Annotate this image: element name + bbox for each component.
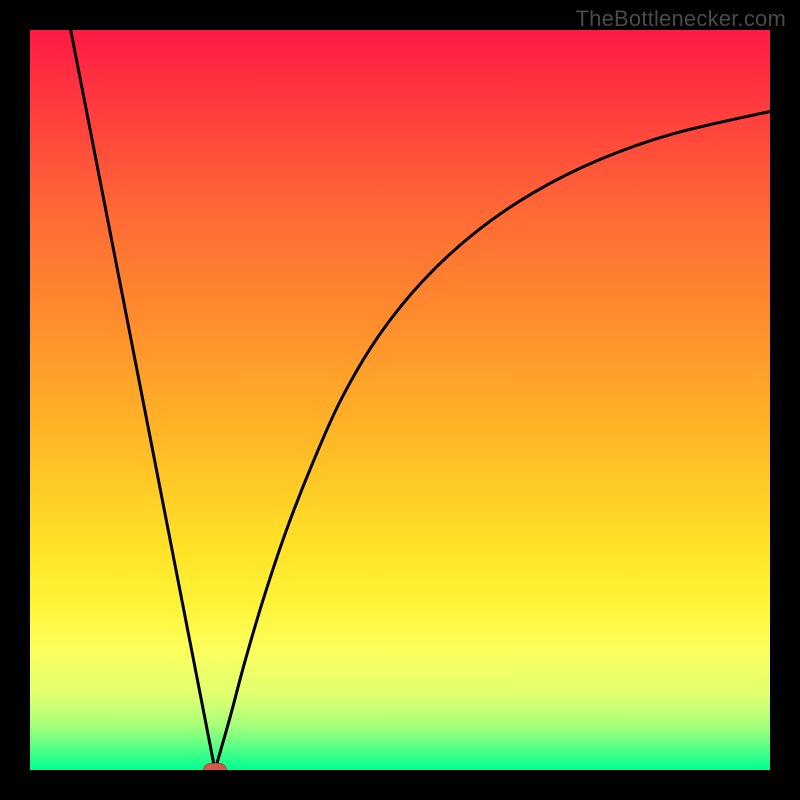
plot-outer <box>0 0 800 800</box>
plot-area <box>30 30 770 770</box>
bottleneck-curve <box>30 30 770 770</box>
frame-right <box>770 0 800 800</box>
chart-container: TheBottlenecker.com <box>0 0 800 800</box>
frame-left <box>0 0 30 800</box>
watermark-text: TheBottlenecker.com <box>576 6 786 32</box>
frame-bottom <box>0 770 800 800</box>
minimum-marker <box>203 763 227 771</box>
